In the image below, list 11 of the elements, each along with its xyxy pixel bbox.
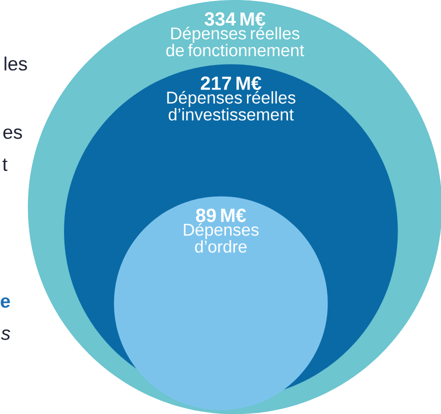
data-label: 89 M€ [196, 208, 246, 222]
text: es [3, 128, 22, 139]
text: e [0, 297, 10, 308]
text: t [2, 158, 8, 171]
category-label: Dépenses réelles de fonctionnement [166, 26, 304, 56]
text: les [4, 56, 27, 70]
text: s [1, 329, 10, 340]
data-label: 334 M€ [204, 12, 266, 26]
category-label: Dépenses d’ordre [184, 223, 259, 253]
category-label: Dépenses réelles d’investissement [167, 90, 296, 120]
data-label: 217 M€ [200, 76, 262, 90]
